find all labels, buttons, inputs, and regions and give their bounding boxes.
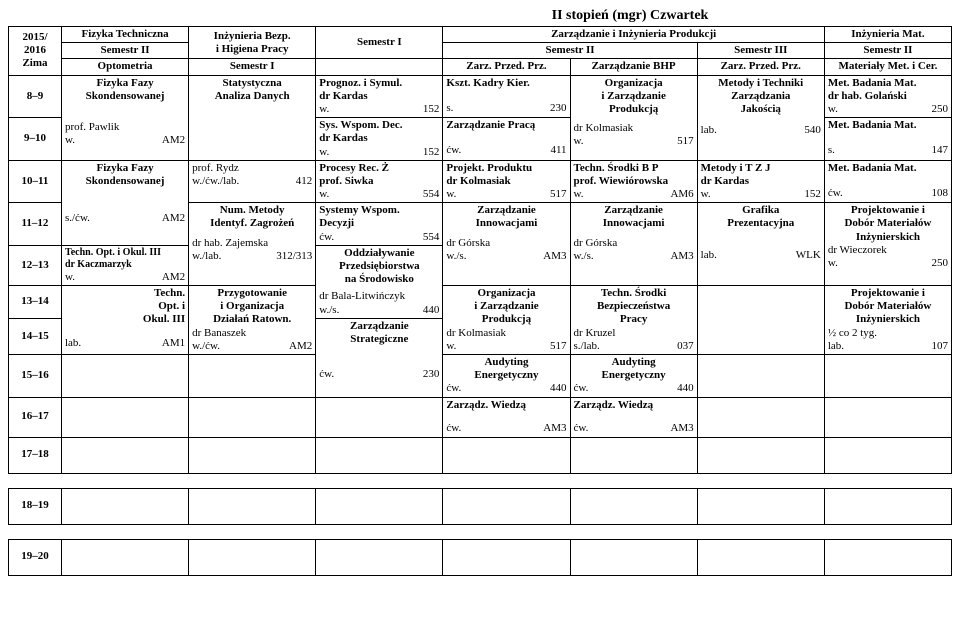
time-17: 17–18 <box>9 437 62 473</box>
e-17-4 <box>443 437 570 473</box>
c-13-7: Projektowanie i Dobór Materiałów Inżynie… <box>824 286 951 355</box>
c-9-4: Zarządzanie Pracą ćw.411 <box>443 118 570 161</box>
e-18-2 <box>189 488 316 524</box>
c-8-5: Organizacja i Zarządzanie Produkcją dr K… <box>570 75 697 160</box>
c-10-1: Fizyka Fazy Skondensowanej s./ćw.AM2 <box>61 160 188 245</box>
e-16-7 <box>824 397 951 437</box>
c-13-1: Techn. Opt. i Okul. III lab.AM1 <box>61 286 188 355</box>
c-15-5: Audyting Energetyczny ćw.440 <box>570 354 697 397</box>
c-10-7: Met. Badania Mat. ćw.108 <box>824 160 951 203</box>
e-19-1 <box>61 539 188 575</box>
e-17-1 <box>61 437 188 473</box>
e-16-6 <box>697 397 824 437</box>
c-10-4: Projekt. Produktu dr Kolmasiak w.517 <box>443 160 570 203</box>
e-18-7 <box>824 488 951 524</box>
c-13-2: Przygotowanie i Organizacja Działań Rato… <box>189 286 316 355</box>
c-14-3: Zarządzanie Strategiczne ćw.230 <box>316 318 443 397</box>
e-17-5 <box>570 437 697 473</box>
c-8-1: Fizyka Fazy Skondensowanej prof. Pawlik … <box>61 75 188 160</box>
e-16-1 <box>61 397 188 437</box>
c-10-6: Metody i T Z J dr Kardas w.152 <box>697 160 824 203</box>
c-16-5: Zarządz. Wiedzą ćw.AM3 <box>570 397 697 437</box>
c-8-3: Prognoz. i Symul. dr Kardas w.152 <box>316 75 443 118</box>
time-18: 18–19 <box>9 488 62 524</box>
e-16-2 <box>189 397 316 437</box>
e-17-2 <box>189 437 316 473</box>
e-15-7 <box>824 354 951 397</box>
c-9-3: Sys. Wspom. Dec. dr Kardas w.152 <box>316 118 443 161</box>
c-11-6: Grafika Prezentacyjna lab.WLK <box>697 203 824 286</box>
hdr-sem2b: Semestr II <box>443 43 697 59</box>
c-12-3: Oddziaływanie Przedsiębiorstwa na Środow… <box>316 245 443 318</box>
e-18-3 <box>316 488 443 524</box>
hdr-zbhp: Zarządzanie BHP <box>570 59 697 75</box>
e-19-4 <box>443 539 570 575</box>
c-13-5: Techn. Środki Bezpieczeństwa Pracy dr Kr… <box>570 286 697 355</box>
c-15-4: Audyting Energetyczny ćw.440 <box>443 354 570 397</box>
c-10-2: prof. Rydz w./ćw./lab.412 <box>189 160 316 203</box>
hdr-fizyka: Fizyka Techniczna <box>61 27 188 43</box>
c-11-3: Systemy Wspom. Decyzji ćw.554 <box>316 203 443 246</box>
c-13-6 <box>697 286 824 355</box>
schedule-table-bottom: 18–19 <box>8 488 952 525</box>
hdr-inzmat: Inżynieria Mat. <box>824 27 951 43</box>
schedule-table-bottom2: 19–20 <box>8 539 952 576</box>
hdr-zpp1: Zarz. Przed. Prz. <box>443 59 570 75</box>
hdr-zip: Zarządzanie i Inżynieria Produkcji <box>443 27 824 43</box>
e-17-3 <box>316 437 443 473</box>
e-18-5 <box>570 488 697 524</box>
e-19-7 <box>824 539 951 575</box>
hdr-sem2c: Semestr II <box>824 43 951 59</box>
e-15-6 <box>697 354 824 397</box>
term-cell: 2015/ 2016 Zima <box>9 27 62 76</box>
c-8-4: Kszt. Kadry Kier. s.230 <box>443 75 570 118</box>
c-8-6: Metody i Techniki Zarządzania Jakością l… <box>697 75 824 160</box>
hdr-sem2a: Semestr II <box>61 43 188 59</box>
time-14: 14–15 <box>9 318 62 354</box>
e-15-2 <box>189 354 316 397</box>
e-19-6 <box>697 539 824 575</box>
hdr-zpp2: Zarz. Przed. Prz. <box>697 59 824 75</box>
c-10-3: Procesy Rec. Ż prof. Siwka w.554 <box>316 160 443 203</box>
time-8: 8–9 <box>9 75 62 118</box>
e-15-1 <box>61 354 188 397</box>
c-12-1: Techn. Opt. i Okul. III dr Kaczmarzyk w.… <box>61 245 188 285</box>
time-10: 10–11 <box>9 160 62 203</box>
e-18-4 <box>443 488 570 524</box>
time-12: 12–13 <box>9 245 62 285</box>
e-17-6 <box>697 437 824 473</box>
c-8-7: Met. Badania Mat. dr hab. Golański w.250 <box>824 75 951 118</box>
time-19: 19–20 <box>9 539 62 575</box>
schedule-table: 2015/ 2016 Zima Fizyka Techniczna Inżyni… <box>8 26 952 474</box>
time-9: 9–10 <box>9 118 62 161</box>
c-11-4: Zarządzanie Innowacjami dr Górska w./s.A… <box>443 203 570 286</box>
c-11-2: Num. Metody Identyf. Zagrożeń dr hab. Za… <box>189 203 316 286</box>
time-13: 13–14 <box>9 286 62 319</box>
e-19-3 <box>316 539 443 575</box>
time-11: 11–12 <box>9 203 62 246</box>
hdr-blank <box>316 59 443 75</box>
c-16-4: Zarządz. Wiedzą ćw.AM3 <box>443 397 570 437</box>
hdr-optom: Optometria <box>61 59 188 75</box>
c-11-5: Zarządzanie Innowacjami dr Górska w./s.A… <box>570 203 697 286</box>
e-18-6 <box>697 488 824 524</box>
e-17-7 <box>824 437 951 473</box>
c-10-5: Techn. Środki B P prof. Wiewiórowska w.A… <box>570 160 697 203</box>
time-15: 15–16 <box>9 354 62 397</box>
c-9-7: Met. Badania Mat. s.147 <box>824 118 951 161</box>
e-19-5 <box>570 539 697 575</box>
hdr-s1b: Semestr I <box>189 59 316 75</box>
e-16-3 <box>316 397 443 437</box>
e-19-2 <box>189 539 316 575</box>
page-title: II stopień (mgr) Czwartek <box>8 8 952 24</box>
c-8-2: Statystyczna Analiza Danych <box>189 75 316 160</box>
hdr-ibhp: Inżynieria Bezp. i Higiena Pracy <box>189 27 316 59</box>
time-16: 16–17 <box>9 397 62 437</box>
c-11-7: Projektowanie i Dobór Materiałów Inżynie… <box>824 203 951 286</box>
c-13-4: Organizacja i Zarządzanie Produkcją dr K… <box>443 286 570 355</box>
hdr-mat: Materiały Met. i Cer. <box>824 59 951 75</box>
e-18-1 <box>61 488 188 524</box>
hdr-sem1: Semestr I <box>316 27 443 59</box>
hdr-sem3: Semestr III <box>697 43 824 59</box>
